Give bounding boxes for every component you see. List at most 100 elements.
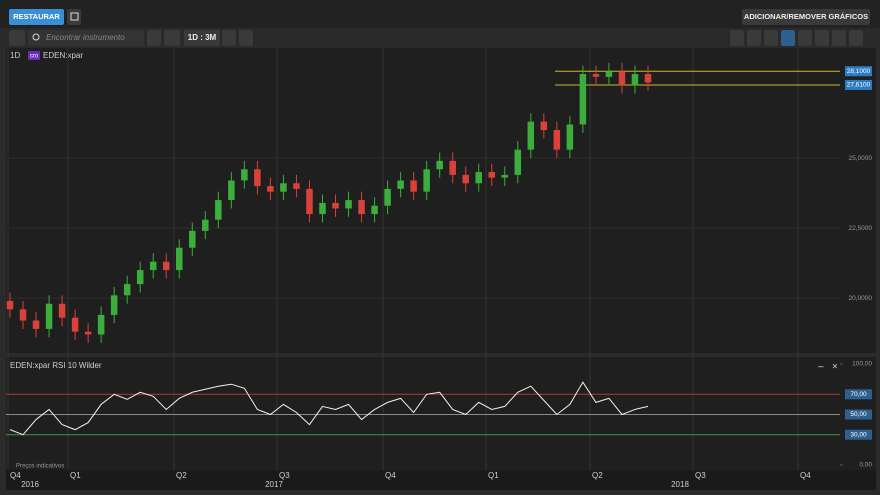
y-tick-label: 100,00 — [852, 361, 872, 368]
add-remove-label: ADICIONAR/REMOVER GRÁFICOS — [744, 12, 868, 21]
candle-body — [475, 172, 482, 184]
candle-body — [162, 261, 170, 271]
candle-body — [644, 74, 652, 83]
candle-body — [436, 160, 443, 170]
level-label: 30,00 — [850, 431, 867, 438]
add-remove-button[interactable] — [742, 9, 870, 25]
candle-body — [306, 188, 313, 215]
instrument-label: EDEN:xpar — [43, 51, 83, 60]
y-tick-label: 22,5000 — [849, 225, 873, 232]
period-label: 1D : 3M — [188, 33, 217, 42]
search-icon — [32, 33, 40, 41]
tool-button[interactable] — [832, 30, 846, 46]
level-tag — [845, 66, 872, 77]
level-label: 50,00 — [850, 411, 867, 418]
tool-button[interactable] — [849, 30, 863, 46]
top-bar — [0, 0, 880, 28]
footnote: Preços indicativos — [16, 464, 64, 470]
candle-body — [358, 200, 365, 215]
candle-body — [202, 219, 209, 231]
close-button[interactable]: × — [832, 362, 838, 373]
candle-body — [540, 121, 548, 131]
popout-button[interactable] — [67, 9, 81, 25]
year-label: 2016 — [21, 480, 39, 489]
candle-body — [501, 174, 509, 178]
candle-body — [449, 160, 456, 175]
candle-body — [280, 183, 287, 192]
candle-body — [592, 74, 600, 77]
rsi-panel — [6, 357, 840, 470]
candle-body — [384, 188, 391, 206]
candle-body — [267, 186, 274, 192]
candle-body — [241, 169, 248, 181]
restore-button[interactable] — [9, 9, 64, 25]
candle-body — [228, 180, 235, 201]
candle-body — [462, 174, 469, 184]
badge: cro — [30, 54, 39, 60]
period-button[interactable] — [184, 30, 220, 46]
level-tag — [845, 389, 872, 400]
candle-body — [71, 317, 79, 332]
quarter-label: Q4 — [10, 471, 21, 480]
candle-body — [397, 180, 404, 189]
quarter-label: Q4 — [800, 471, 811, 480]
price-panel — [6, 48, 840, 353]
year-label: 2017 — [265, 480, 283, 489]
candle-body — [6, 300, 14, 310]
candle-body — [618, 71, 626, 86]
candle-body — [605, 71, 613, 77]
candle-body — [215, 200, 222, 220]
candle-body — [423, 169, 430, 192]
year-label: 2018 — [671, 480, 689, 489]
level-label: 27,6100 — [847, 82, 871, 89]
level-label: 28,1000 — [847, 68, 871, 75]
candle-body — [371, 205, 378, 215]
candle-body — [189, 230, 196, 248]
candle-body — [32, 320, 40, 329]
candle-body — [631, 74, 639, 86]
quarter-label: Q3 — [695, 471, 706, 480]
tool-button[interactable] — [764, 30, 778, 46]
tool-button[interactable] — [798, 30, 812, 46]
add-button[interactable] — [147, 30, 161, 46]
restore-label: RESTAURAR — [13, 12, 60, 21]
chart-type-button[interactable] — [164, 30, 180, 46]
candle-body — [58, 303, 66, 318]
search-placeholder: Encontrar instrumento — [46, 33, 125, 42]
candle-body — [410, 180, 417, 192]
candle-body — [254, 169, 261, 187]
search-box[interactable] — [28, 30, 144, 46]
level-tag — [845, 409, 872, 420]
badge-bg — [28, 51, 40, 60]
layout-button[interactable] — [222, 30, 236, 46]
rsi-line — [9, 381, 649, 436]
link-button[interactable] — [9, 30, 25, 46]
y-tick-label: 0,00 — [859, 462, 872, 469]
quarter-label: Q3 — [279, 471, 290, 480]
candle-body — [566, 124, 574, 150]
tool-button[interactable] — [781, 30, 795, 46]
candle-body — [345, 200, 352, 209]
candle-body — [110, 295, 118, 315]
indicator-title: EDEN:xpar RSI 10 Wilder — [10, 361, 102, 370]
minimize-button[interactable]: – — [818, 362, 824, 373]
candle-body — [293, 183, 300, 189]
candle-body — [319, 202, 326, 215]
candle-body — [19, 309, 27, 321]
level-tag — [845, 429, 872, 440]
tool-button[interactable] — [730, 30, 744, 46]
candle-body — [136, 270, 144, 285]
tool-button[interactable] — [747, 30, 761, 46]
candle-body — [488, 172, 496, 178]
candle-body — [176, 247, 183, 271]
split-button[interactable] — [239, 30, 253, 46]
candle-body — [97, 314, 105, 335]
quarter-label: Q1 — [488, 471, 499, 480]
interval-label: 1D — [10, 51, 20, 60]
quarter-label: Q4 — [385, 471, 396, 480]
tool-button[interactable] — [815, 30, 829, 46]
candle-body — [149, 261, 157, 271]
popout-icon — [70, 12, 79, 21]
price-axis — [840, 48, 876, 353]
